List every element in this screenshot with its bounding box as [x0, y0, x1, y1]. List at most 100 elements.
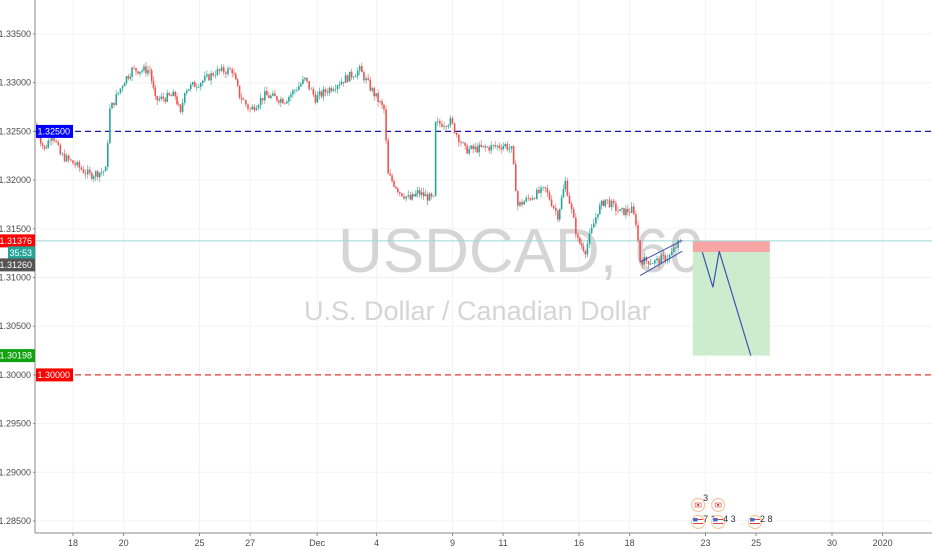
candle-body — [656, 258, 658, 261]
candle-body — [176, 96, 178, 105]
maple-leaf-icon — [696, 503, 700, 507]
candle-body — [119, 88, 122, 93]
x-tick-label: 27 — [245, 538, 255, 548]
candle-body — [527, 197, 530, 199]
candle-body — [189, 84, 192, 90]
candle-body — [129, 76, 131, 79]
x-tick-label: 25 — [751, 538, 761, 548]
candle-body — [488, 147, 490, 151]
candle-body — [154, 87, 157, 96]
candle-body — [375, 93, 377, 97]
grid — [35, 0, 932, 533]
candle-body — [670, 251, 673, 255]
candle-body — [238, 85, 241, 98]
x-tick-label: 25 — [194, 538, 204, 548]
candle-body — [39, 136, 42, 144]
candle-body — [443, 126, 445, 127]
candle-body — [608, 199, 611, 208]
candle-body — [80, 167, 83, 170]
candle-body — [236, 79, 239, 86]
candle-body — [432, 195, 435, 197]
candle-body — [462, 142, 464, 144]
candle-body — [86, 169, 89, 175]
candle-body — [387, 140, 389, 174]
candle-body — [348, 71, 351, 82]
candle-body — [257, 105, 260, 109]
candle-body — [255, 108, 258, 111]
candle-body — [529, 198, 532, 200]
candle-body — [424, 194, 427, 197]
candle-body — [156, 95, 159, 101]
stop-loss-zone[interactable] — [692, 240, 770, 253]
y-tick-label: 1.33000 — [0, 78, 31, 88]
candle-body — [615, 203, 617, 211]
candle-body — [125, 76, 128, 83]
candle-body — [183, 93, 186, 103]
candle-body — [91, 173, 93, 179]
candle-body — [430, 193, 433, 197]
candle-body — [502, 146, 505, 150]
candle-body — [658, 258, 660, 264]
candle-body — [363, 72, 365, 81]
candle-body — [416, 190, 419, 194]
candle-body — [290, 94, 292, 97]
us-flag-stripe — [693, 523, 704, 524]
candle-body — [312, 88, 315, 95]
candle-body — [458, 134, 460, 143]
us-flag-stripe — [713, 523, 724, 524]
candle-body — [193, 82, 196, 88]
candle-body — [104, 166, 107, 172]
horizontal-lines[interactable] — [35, 130, 932, 376]
channel-drawing[interactable] — [639, 240, 683, 276]
candle-body — [302, 79, 304, 84]
projection-path[interactable] — [701, 251, 752, 356]
candle-body — [152, 80, 155, 88]
candle-body — [660, 255, 663, 264]
projection-line[interactable] — [701, 251, 752, 356]
candle-body — [455, 133, 458, 135]
event-count: 2 8 — [760, 514, 773, 524]
event-count: 3 — [703, 493, 708, 503]
candle-body — [562, 189, 565, 198]
candle-body — [135, 68, 137, 72]
us-flag-stripe — [750, 523, 761, 524]
candle-body — [98, 172, 101, 178]
candle-body — [137, 71, 139, 74]
candle-body — [164, 98, 167, 102]
candle-body — [540, 187, 542, 193]
candle-body — [365, 78, 367, 81]
candle-body — [371, 88, 374, 91]
target-price-label-bg — [0, 349, 35, 363]
candle-body — [117, 92, 120, 95]
x-tick-label: 18 — [68, 538, 78, 548]
candle-body — [552, 205, 555, 209]
candle-body — [127, 76, 130, 79]
candle-body — [143, 66, 145, 71]
candle-body — [229, 68, 231, 70]
candle-body — [274, 93, 276, 97]
x-tick-label: 4 — [374, 538, 379, 548]
candle-body — [566, 180, 569, 196]
channel-lower-line[interactable] — [639, 250, 683, 276]
us-flag-stripe — [713, 521, 724, 522]
candle-body — [162, 96, 165, 99]
candle-body — [649, 263, 652, 265]
candle-body — [441, 123, 443, 127]
candle-body — [536, 189, 538, 199]
price-labels: 1.32500 1.30000 1.31376 35:53 1.31260 1.30198 — [0, 124, 73, 382]
candle-body — [242, 99, 245, 101]
candle-body — [570, 203, 573, 210]
candle-body — [439, 121, 441, 124]
candle-body — [336, 85, 339, 89]
us-flag-icon — [693, 518, 698, 522]
channel-upper-line[interactable] — [639, 240, 683, 263]
candle-body — [474, 146, 476, 150]
short-position-tool[interactable] — [692, 240, 770, 356]
candle-body — [586, 243, 589, 255]
economic-events[interactable]: 37 134 32 8 — [691, 493, 773, 530]
candle-body — [409, 195, 412, 200]
candle-body — [350, 71, 353, 78]
take-profit-zone[interactable] — [692, 252, 770, 356]
candle-body — [407, 195, 410, 197]
